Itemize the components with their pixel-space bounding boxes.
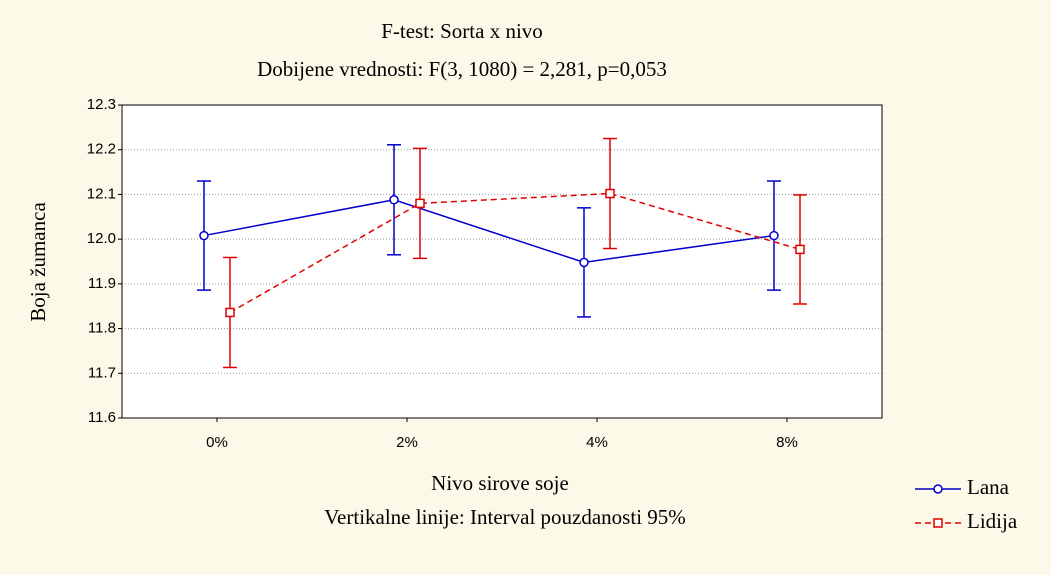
y-tick-label: 12.1: [87, 185, 116, 202]
series-line: [203, 199, 775, 264]
plot-frame: [121, 104, 883, 419]
marker: [199, 230, 209, 241]
legend-label: Lana: [967, 475, 1010, 499]
y-tick-label: 11.8: [88, 320, 116, 337]
chart-subtitle: Dobijene vrednosti: F(3, 1080) = 2,281, …: [257, 57, 667, 81]
x-tick-label: 0%: [206, 434, 228, 451]
y-tick-label: 11.9: [88, 275, 116, 292]
y-tick-label: 12.0: [87, 230, 116, 247]
y-tick-label: 12.3: [87, 96, 116, 113]
note: Vertikalne linije: Interval pouzdanosti …: [324, 505, 686, 529]
y-axis-label: Boja žumanca: [26, 202, 50, 322]
legend-label: Lidija: [967, 509, 1018, 533]
legend-marker: [933, 518, 943, 528]
x-axis-label: Nivo sirove soje: [431, 471, 569, 495]
marker: [769, 230, 779, 241]
series-line: [229, 192, 801, 314]
y-tick-label: 11.7: [88, 364, 116, 381]
y-tick-label: 11.6: [88, 409, 116, 426]
plot-area: [122, 105, 882, 418]
marker: [415, 198, 425, 209]
y-tick-label: 12.2: [87, 141, 116, 158]
marker: [579, 257, 589, 268]
x-tick-label: 4%: [586, 434, 608, 451]
marker: [225, 307, 235, 318]
marker: [795, 244, 805, 255]
legend-marker: [933, 484, 943, 494]
chart-title: F-test: Sorta x nivo: [381, 19, 543, 43]
x-tick-label: 8%: [776, 434, 798, 451]
marker: [389, 195, 399, 205]
x-tick-label: 2%: [396, 434, 418, 451]
marker: [605, 188, 615, 199]
